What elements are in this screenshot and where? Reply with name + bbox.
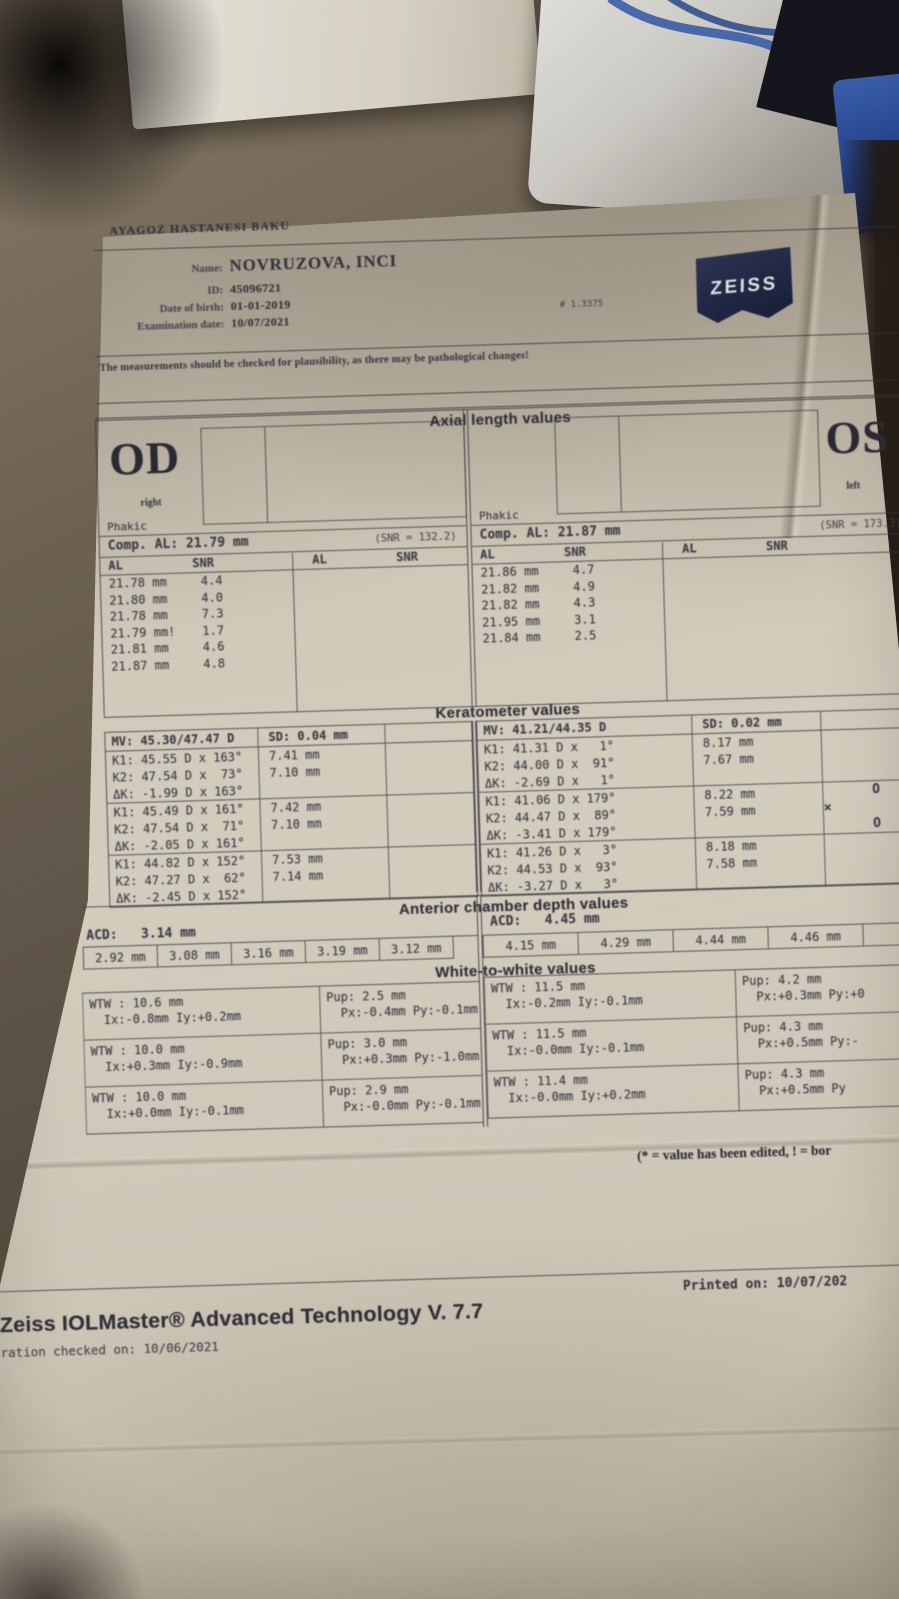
shadow-bottom-left bbox=[0, 1470, 180, 1599]
shadow-bottom-right bbox=[730, 1290, 899, 1599]
